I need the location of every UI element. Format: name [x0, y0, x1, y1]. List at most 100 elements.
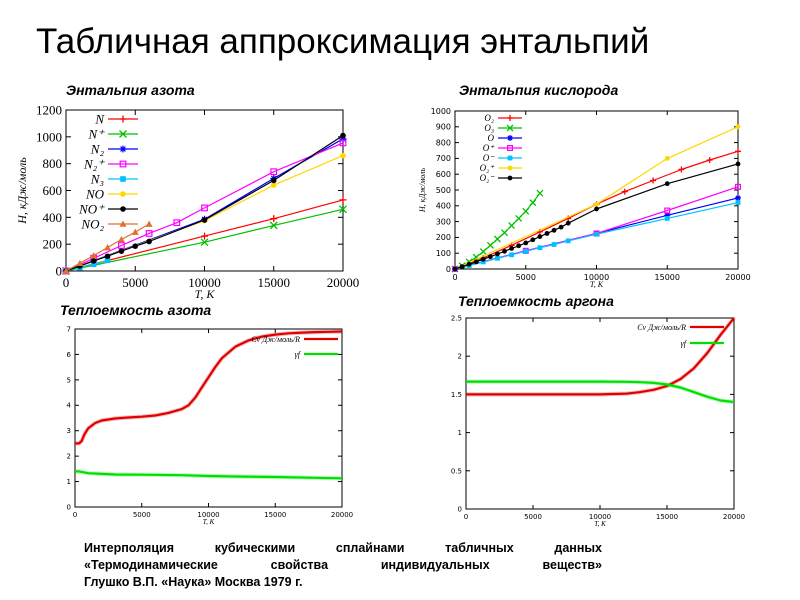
- y-tick-label: 0: [446, 265, 451, 274]
- y-tick-label: 900: [436, 123, 451, 132]
- data-point: [480, 259, 486, 265]
- data-point: [523, 248, 529, 254]
- data-point: [173, 219, 181, 227]
- footnote-line-2: «Термодинамические свойства индивидуальн…: [84, 558, 602, 572]
- data-point: [62, 267, 70, 274]
- x-tick-label: 0: [464, 513, 468, 521]
- legend-label: O⁻: [483, 153, 495, 163]
- data-point: [104, 253, 111, 260]
- data-point: [479, 248, 487, 256]
- y-tick-label: 700: [436, 154, 451, 163]
- legend-marker: [507, 175, 513, 181]
- series-line: [65, 259, 108, 272]
- x-axis-label: T, K: [590, 280, 604, 289]
- data-point: [201, 232, 208, 240]
- data-point: [117, 235, 125, 243]
- x-tick-label: 5000: [133, 511, 151, 519]
- legend-marker: [120, 206, 126, 212]
- data-point: [340, 152, 346, 159]
- data-point: [487, 254, 493, 260]
- data-point: [339, 139, 347, 147]
- y-tick-label: 500: [436, 186, 451, 195]
- legend-marker: [119, 115, 127, 123]
- data-point: [735, 200, 741, 206]
- legend-label: N₂⁺: [83, 157, 105, 172]
- footnote: Интерполяция кубическими сплайнами табли…: [84, 540, 602, 591]
- y-tick-label: 0: [56, 264, 63, 279]
- data-point: [132, 243, 139, 249]
- data-point: [664, 212, 671, 219]
- y-tick-label: 2.5: [451, 314, 462, 322]
- data-point: [90, 258, 97, 264]
- legend-marker: [119, 130, 127, 138]
- data-point: [706, 156, 713, 163]
- data-point: [104, 257, 111, 264]
- y-axis-label: H, кДж/моль: [418, 167, 427, 213]
- legend-label: NO⁺: [78, 202, 105, 217]
- x-axis-label: T, K: [203, 518, 215, 526]
- legend-marker: [119, 145, 127, 153]
- legend-label: N⁺: [87, 127, 105, 142]
- data-point: [472, 253, 480, 261]
- y-tick-label: 200: [436, 233, 451, 242]
- y-tick-label: 600: [436, 170, 451, 179]
- data-point: [104, 244, 112, 251]
- legend-label: γf: [295, 350, 302, 359]
- data-point: [664, 207, 671, 214]
- legend-label: N₃: [90, 172, 104, 187]
- data-point: [509, 252, 514, 258]
- x-tick-label: 20000: [725, 273, 750, 282]
- x-tick-label: 15000: [264, 511, 286, 519]
- data-point: [536, 189, 544, 197]
- y-tick-label: 800: [43, 156, 63, 171]
- legend-label: N: [94, 112, 105, 127]
- data-point: [459, 264, 465, 270]
- data-point: [270, 182, 277, 188]
- data-point: [650, 177, 657, 184]
- series-line: [466, 317, 735, 396]
- data-point: [502, 248, 507, 254]
- y-tick-label: 1.5: [451, 391, 462, 399]
- x-tick-label: 5000: [524, 513, 542, 521]
- data-point: [551, 227, 557, 233]
- y-tick-label: 1: [67, 478, 71, 486]
- data-point: [269, 221, 278, 230]
- x-tick-label: 5000: [516, 273, 536, 282]
- y-tick-label: 300: [436, 217, 451, 226]
- data-point: [270, 215, 278, 223]
- footnote-line-3: Глушко В.П. «Наука» Москва 1979 г.: [84, 575, 303, 589]
- legend-marker: [507, 115, 513, 121]
- x-tick-label: 15000: [656, 513, 678, 521]
- y-tick-label: 7: [67, 325, 71, 333]
- legend-label: γf: [681, 339, 688, 348]
- series-line: [65, 142, 344, 272]
- series-line: [65, 208, 344, 272]
- panel-title-ar-heat-capacity: Теплоемкость аргона: [458, 293, 614, 309]
- legend-label: Cv Дж/моль/R: [251, 335, 300, 344]
- x-tick-label: 15000: [655, 273, 680, 282]
- legend-marker: [507, 165, 513, 171]
- x-tick-label: 10000: [589, 513, 611, 521]
- x-tick-label: 5000: [122, 275, 148, 290]
- y-tick-label: 4: [67, 402, 72, 410]
- data-point: [117, 242, 125, 249]
- x-axis-label: T, K: [195, 287, 216, 301]
- y-tick-label: 2: [67, 453, 71, 461]
- y-tick-label: 800: [436, 138, 451, 147]
- data-point: [529, 199, 537, 207]
- panel-title-n2-heat-capacity: Теплоемкость азота: [60, 302, 212, 318]
- data-point: [145, 220, 153, 227]
- data-point: [201, 204, 208, 212]
- legend-marker: [120, 176, 126, 182]
- data-point: [486, 241, 494, 249]
- series-line: [65, 199, 344, 272]
- data-point: [493, 235, 501, 243]
- data-point: [118, 248, 125, 254]
- y-tick-label: 0.5: [451, 467, 462, 475]
- data-point: [565, 220, 571, 226]
- legend-marker: [507, 155, 513, 161]
